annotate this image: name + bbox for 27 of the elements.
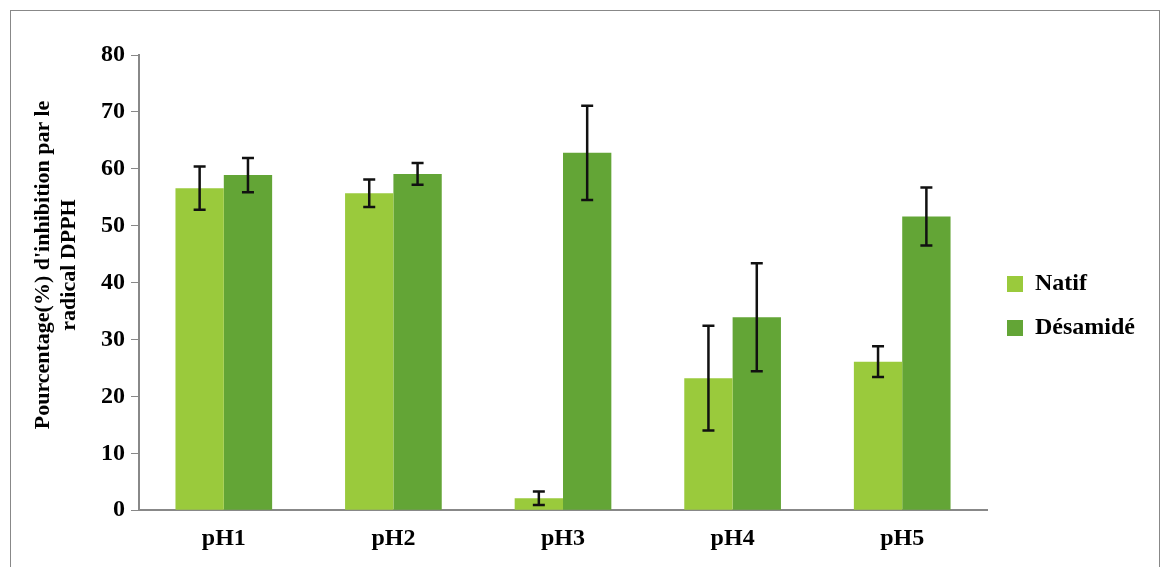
x-tick-label: pH5: [880, 523, 925, 550]
y-tick-label: 30: [101, 324, 125, 351]
y-tick-label: 80: [101, 40, 125, 67]
x-tick-label: pH2: [371, 523, 416, 550]
bar: [563, 152, 612, 510]
y-tick-label: 20: [101, 381, 125, 408]
x-tick-label: pH1: [201, 523, 246, 550]
x-tick-label: pH4: [710, 523, 755, 550]
bar: [732, 317, 781, 510]
x-tick-label: pH3: [541, 523, 586, 550]
y-tick-label: 50: [101, 210, 125, 237]
bar: [175, 188, 224, 510]
legend-label: Natif: [1035, 269, 1089, 296]
y-tick-label: 40: [101, 267, 125, 294]
y-tick-label: 10: [101, 438, 125, 465]
y-tick-label: 0: [113, 495, 125, 522]
bar: [223, 175, 273, 510]
bar: [902, 216, 951, 510]
y-tick-label: 70: [101, 97, 125, 124]
bar: [853, 361, 903, 510]
bar: [393, 173, 442, 510]
bar: [514, 498, 564, 510]
legend-label: Désamidé: [1035, 313, 1136, 340]
bar: [345, 193, 394, 510]
bar: [684, 378, 733, 510]
y-axis-title: Pourcentage(%) d'inhibition par le radical DPPH: [28, 99, 81, 432]
y-tick-label: 60: [101, 154, 125, 180]
